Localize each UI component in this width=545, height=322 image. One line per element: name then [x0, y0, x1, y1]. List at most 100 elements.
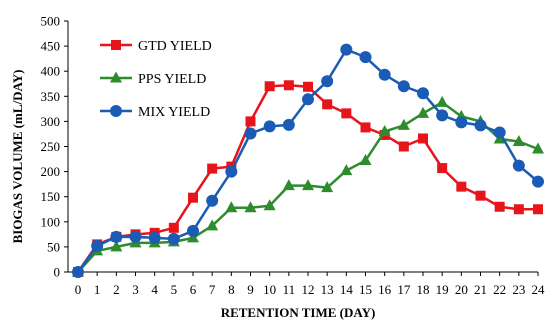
data-point-triangle — [512, 134, 525, 146]
data-point-circle — [187, 224, 199, 237]
legend-label: PPS YIELD — [138, 72, 206, 87]
legend-label: MIX YIELD — [138, 105, 210, 120]
y-tick-label: 500 — [41, 14, 61, 29]
data-point-square — [322, 99, 333, 110]
data-point-square — [207, 163, 218, 174]
data-point-circle — [474, 119, 487, 132]
data-point-triangle — [282, 179, 295, 191]
data-point-square — [341, 108, 352, 119]
x-axis-title: RETENTION TIME (DAY) — [221, 305, 376, 320]
x-tick-label: 20 — [455, 282, 468, 297]
data-point-circle — [512, 159, 525, 172]
x-tick-label: 16 — [378, 282, 392, 297]
data-point-circle — [302, 93, 314, 106]
data-point-square — [398, 141, 409, 152]
data-point-circle — [282, 118, 295, 131]
x-tick-label: 8 — [228, 282, 235, 297]
data-point-circle — [455, 116, 468, 129]
legend-marker — [110, 71, 122, 83]
data-point-triangle — [417, 106, 429, 118]
data-point-triangle — [340, 164, 353, 176]
x-tick-label: 1 — [94, 282, 101, 297]
data-point-circle — [72, 266, 84, 278]
data-point-circle — [225, 165, 238, 178]
data-point-square — [513, 204, 524, 215]
legend-label: GTD YIELD — [138, 39, 212, 54]
x-tick-label: 9 — [247, 282, 254, 297]
data-point-triangle — [206, 219, 219, 231]
data-point-square — [283, 80, 294, 91]
data-point-circle — [244, 127, 257, 140]
data-point-circle — [129, 230, 142, 243]
data-point-circle — [378, 68, 391, 81]
data-point-circle — [321, 75, 334, 88]
y-tick-label: 200 — [41, 164, 61, 179]
data-point-circle — [110, 230, 123, 243]
legend: GTD YIELD PPS YIELD MIX YIELD — [100, 39, 212, 120]
data-point-square — [188, 192, 198, 203]
data-point-triangle — [225, 201, 238, 213]
x-tick-label: 22 — [493, 282, 506, 297]
data-point-circle — [359, 51, 372, 64]
x-tick-label: 19 — [436, 282, 449, 297]
data-point-triangle — [187, 231, 199, 243]
x-tick-label: 15 — [359, 282, 372, 297]
x-tick-label: 2 — [113, 282, 120, 297]
x-tick-label: 24 — [532, 282, 545, 297]
data-point-circle — [532, 175, 544, 188]
y-tick-label: 450 — [41, 39, 61, 54]
data-point-circle — [167, 232, 180, 245]
x-tick-label: 14 — [340, 282, 354, 297]
x-tick-label: 3 — [132, 282, 139, 297]
data-point-triangle — [321, 181, 334, 193]
data-point-triangle — [359, 154, 372, 166]
data-point-triangle — [397, 118, 410, 130]
data-point-circle — [206, 194, 219, 207]
data-point-square — [437, 163, 448, 174]
legend-marker — [110, 105, 122, 117]
data-point-square — [264, 81, 275, 92]
data-point-circle — [417, 87, 429, 100]
y-axis-title: BIOGAS VOLUME (mL/DAY) — [10, 70, 25, 244]
data-point-triangle — [110, 240, 123, 252]
y-tick-label: 50 — [47, 239, 60, 254]
x-tick-label: 7 — [209, 282, 216, 297]
x-tick-label: 21 — [474, 282, 487, 297]
data-point-triangle — [532, 142, 544, 154]
x-tick-label: 6 — [190, 282, 197, 297]
x-tick-label: 4 — [151, 282, 158, 297]
x-tick-label: 17 — [397, 282, 411, 297]
data-point-circle — [397, 80, 410, 93]
y-tick-label: 150 — [41, 189, 61, 204]
data-point-triangle — [378, 124, 391, 136]
y-tick-label: 300 — [41, 114, 61, 129]
data-point-triangle — [302, 179, 314, 191]
legend-marker — [111, 40, 121, 50]
data-point-triangle — [244, 201, 257, 213]
data-point-circle — [148, 231, 161, 244]
y-tick-label: 400 — [41, 64, 61, 79]
x-tick-label: 5 — [171, 282, 178, 297]
data-point-triangle — [436, 95, 449, 107]
y-tick-label: 0 — [54, 265, 61, 280]
x-tick-label: 12 — [302, 282, 315, 297]
x-tick-label: 10 — [263, 282, 276, 297]
y-tick-label: 350 — [41, 89, 61, 104]
data-point-square — [475, 190, 486, 201]
x-tick-label: 0 — [75, 282, 82, 297]
x-tick-label: 13 — [321, 282, 334, 297]
data-point-square — [533, 204, 543, 215]
data-point-square — [168, 222, 179, 233]
data-point-square — [418, 133, 428, 144]
data-point-circle — [340, 43, 353, 56]
data-point-circle — [436, 109, 449, 122]
data-point-circle — [91, 239, 104, 252]
data-point-square — [494, 201, 505, 212]
y-tick-label: 100 — [41, 214, 61, 229]
data-point-square — [245, 116, 256, 127]
x-tick-label: 11 — [283, 282, 296, 297]
data-point-square — [360, 122, 371, 133]
x-tick-label: 18 — [417, 282, 430, 297]
